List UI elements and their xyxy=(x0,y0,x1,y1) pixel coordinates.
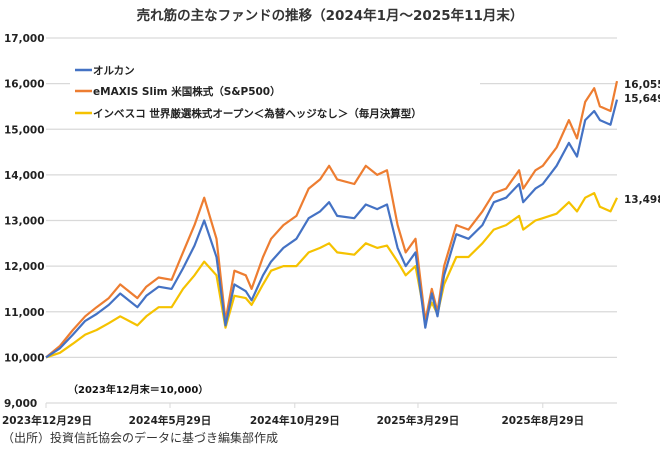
y-tick-label: 11,000 xyxy=(4,307,45,319)
chart-title: 売れ筋の主なファンドの推移（2024年1月～2025年11月末） xyxy=(137,7,524,24)
series-line-1 xyxy=(45,80,619,359)
legend-label: eMAXIS Slim 米国株式（S&P500） xyxy=(93,85,281,98)
x-tick-label: 2025年8月29日 xyxy=(501,414,584,427)
x-tick-label: 2024年10月29日 xyxy=(250,414,340,427)
y-tick-label: 9,000 xyxy=(4,398,37,410)
y-axis-ticks: 17,000 16,000 15,000 14,000 13,000 12,000 11,0… xyxy=(4,33,45,410)
end-value-label: 13,498 xyxy=(624,194,660,206)
series-line-2 xyxy=(45,192,618,359)
legend-label: インベスコ 世界厳選株式オープン＜為替ヘッジなし＞（毎月決算型） xyxy=(93,107,422,120)
base-annotation: （2023年12月末＝10,000） xyxy=(68,383,208,396)
y-tick-label: 14,000 xyxy=(4,170,45,182)
y-tick-label: 15,000 xyxy=(4,124,45,136)
end-value-label: 15,649 xyxy=(624,93,660,105)
y-tick-label: 16,000 xyxy=(4,79,45,91)
y-tick-label: 17,000 xyxy=(4,33,45,45)
legend-background xyxy=(70,60,480,120)
y-tick-label: 12,000 xyxy=(4,261,45,273)
series-line-0 xyxy=(45,99,619,359)
x-tick-label: 2024年5月29日 xyxy=(129,414,212,427)
source-note: （出所）投資信託協会のデータに基づき編集部作成 xyxy=(2,430,278,445)
end-value-labels: 15,649 16,055 13,498 xyxy=(624,79,660,206)
x-tick-label: 2023年12月29日 xyxy=(2,414,92,427)
y-tick-label: 10,000 xyxy=(4,352,45,364)
legend: オルカン eMAXIS Slim 米国株式（S&P500） インベスコ 世界厳選株式… xyxy=(75,65,422,120)
legend-label: オルカン xyxy=(93,65,135,77)
series-lines xyxy=(45,80,619,359)
gridlines xyxy=(46,37,617,404)
x-axis-ticks: 2023年12月29日 2024年5月29日 2024年10月29日 2025年3月2… xyxy=(2,403,584,427)
y-tick-label: 13,000 xyxy=(4,216,45,228)
x-tick-label: 2025年3月29日 xyxy=(377,414,460,427)
end-value-label: 16,055 xyxy=(624,79,660,91)
